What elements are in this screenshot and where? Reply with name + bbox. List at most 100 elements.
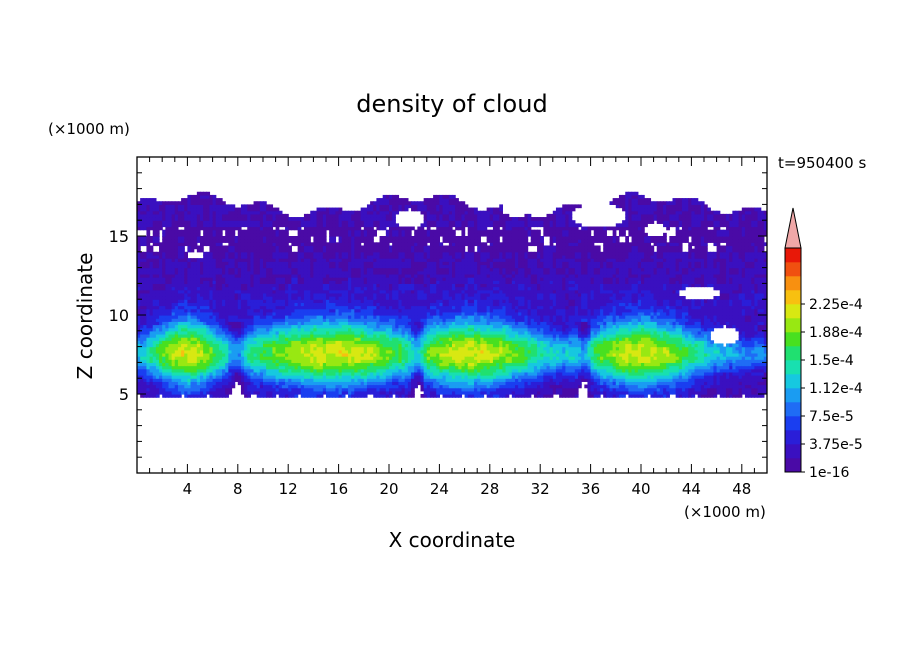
density-cell xyxy=(348,340,352,345)
density-cell xyxy=(184,368,188,373)
density-cell xyxy=(196,346,201,351)
density-cell xyxy=(159,337,163,341)
density-cell xyxy=(149,352,154,357)
density-cell xyxy=(275,254,280,259)
density-cell xyxy=(263,356,267,360)
density-cell xyxy=(335,289,340,294)
density-cell xyxy=(177,267,182,272)
density-cell xyxy=(155,327,160,332)
density-cell xyxy=(159,375,163,379)
density-cell xyxy=(225,292,229,297)
density-cell xyxy=(300,346,305,351)
density-cell xyxy=(212,378,217,382)
density-cell xyxy=(357,299,362,303)
density-cell xyxy=(193,394,198,398)
density-cell xyxy=(360,296,365,300)
density-cell xyxy=(285,232,289,237)
density-cell xyxy=(348,324,352,329)
density-cell xyxy=(332,333,337,338)
density-cell xyxy=(256,390,261,395)
density-cell xyxy=(155,226,160,231)
density-cell xyxy=(300,267,305,272)
density-cell xyxy=(329,261,333,266)
density-cell xyxy=(247,258,251,262)
density-cell xyxy=(256,286,261,291)
density-cell xyxy=(351,390,355,395)
density-cell xyxy=(269,283,274,288)
density-cell xyxy=(152,213,157,218)
density-cell xyxy=(335,327,340,332)
density-cell xyxy=(247,242,251,247)
density-cell xyxy=(140,261,144,266)
density-cell xyxy=(351,264,355,269)
density-cell xyxy=(155,371,160,376)
density-cell xyxy=(240,277,245,281)
density-cell xyxy=(316,311,321,316)
density-cell xyxy=(174,365,179,370)
density-cell xyxy=(344,343,349,348)
density-cell xyxy=(319,318,324,322)
density-cell xyxy=(247,394,251,398)
density-cell xyxy=(250,239,255,243)
density-cell xyxy=(335,337,340,341)
density-cell xyxy=(341,321,346,326)
density-cell xyxy=(200,327,204,332)
density-cell xyxy=(168,384,173,389)
density-cell xyxy=(332,232,337,237)
density-cell xyxy=(278,311,283,316)
density-cell xyxy=(335,384,340,389)
density-cell xyxy=(326,371,330,376)
density-cell xyxy=(218,327,223,332)
density-cell xyxy=(341,267,346,272)
density-cell xyxy=(146,251,151,256)
density-cell xyxy=(319,251,324,256)
density-cell xyxy=(152,365,157,370)
density-cell xyxy=(171,204,176,209)
density-cell xyxy=(162,394,166,398)
density-cell xyxy=(366,343,371,348)
density-cell xyxy=(313,261,318,266)
density-cell xyxy=(281,384,286,389)
density-cell xyxy=(259,242,264,247)
density-cell xyxy=(168,296,173,300)
density-cell xyxy=(225,236,229,240)
density-cell xyxy=(313,321,318,326)
density-cell xyxy=(269,210,274,215)
density-cell xyxy=(253,267,258,272)
density-cell xyxy=(174,210,179,215)
density-cell xyxy=(269,261,274,266)
density-cell xyxy=(313,273,318,278)
density-cell xyxy=(256,242,261,247)
density-cell xyxy=(171,267,176,272)
density-cell xyxy=(332,359,337,363)
density-cell xyxy=(174,327,179,332)
density-cell xyxy=(297,359,302,363)
density-cell xyxy=(218,365,223,370)
density-cell xyxy=(174,378,179,382)
density-cell xyxy=(168,220,173,224)
density-cell xyxy=(184,213,188,218)
density-cell xyxy=(237,251,242,256)
density-cell xyxy=(329,273,333,278)
density-cell xyxy=(370,356,374,360)
density-cell xyxy=(360,308,365,313)
density-cell xyxy=(275,245,280,250)
density-cell xyxy=(351,280,355,284)
density-cell xyxy=(203,267,207,272)
density-cell xyxy=(313,242,318,247)
density-cell xyxy=(357,368,362,373)
density-cell xyxy=(263,359,267,363)
density-cell xyxy=(165,352,170,357)
density-cell xyxy=(237,346,242,351)
density-cell xyxy=(285,394,289,398)
density-cell xyxy=(146,198,151,202)
density-cell xyxy=(278,337,283,341)
density-cell xyxy=(190,280,195,284)
density-cell xyxy=(338,330,343,335)
density-cell xyxy=(222,254,226,259)
density-cell xyxy=(174,226,179,231)
density-cell xyxy=(307,305,311,310)
density-cell xyxy=(307,394,311,398)
density-cell xyxy=(300,277,305,281)
density-cell xyxy=(291,226,296,231)
